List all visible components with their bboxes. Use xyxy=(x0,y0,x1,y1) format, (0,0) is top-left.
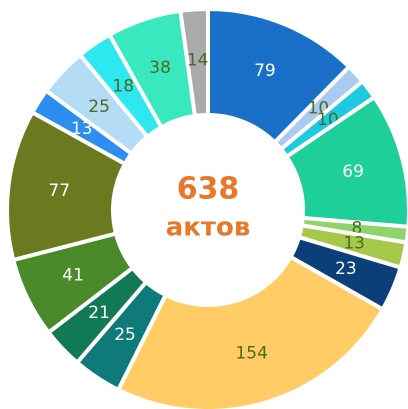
slice xyxy=(283,94,408,229)
slice-label: 25 xyxy=(88,97,110,117)
slice-label: 13 xyxy=(71,119,93,139)
center-label: актов xyxy=(166,213,251,243)
slice-label: 23 xyxy=(335,259,357,279)
slice-label: 14 xyxy=(187,50,209,70)
slice xyxy=(178,6,210,119)
slice-label: 8 xyxy=(351,218,362,238)
slice xyxy=(115,254,386,409)
slice-label: 41 xyxy=(62,266,84,286)
slice-label: 38 xyxy=(149,58,171,78)
slice-label: 79 xyxy=(254,61,276,81)
slice-label: 18 xyxy=(112,76,134,96)
slice-label: 69 xyxy=(342,162,364,182)
slice-label: 25 xyxy=(114,325,136,345)
slice-label: 77 xyxy=(48,181,70,201)
center-total: 638 xyxy=(177,172,240,207)
slice-label: 154 xyxy=(235,344,267,364)
slice-label: 13 xyxy=(343,234,365,254)
slice-label: 21 xyxy=(88,303,110,323)
